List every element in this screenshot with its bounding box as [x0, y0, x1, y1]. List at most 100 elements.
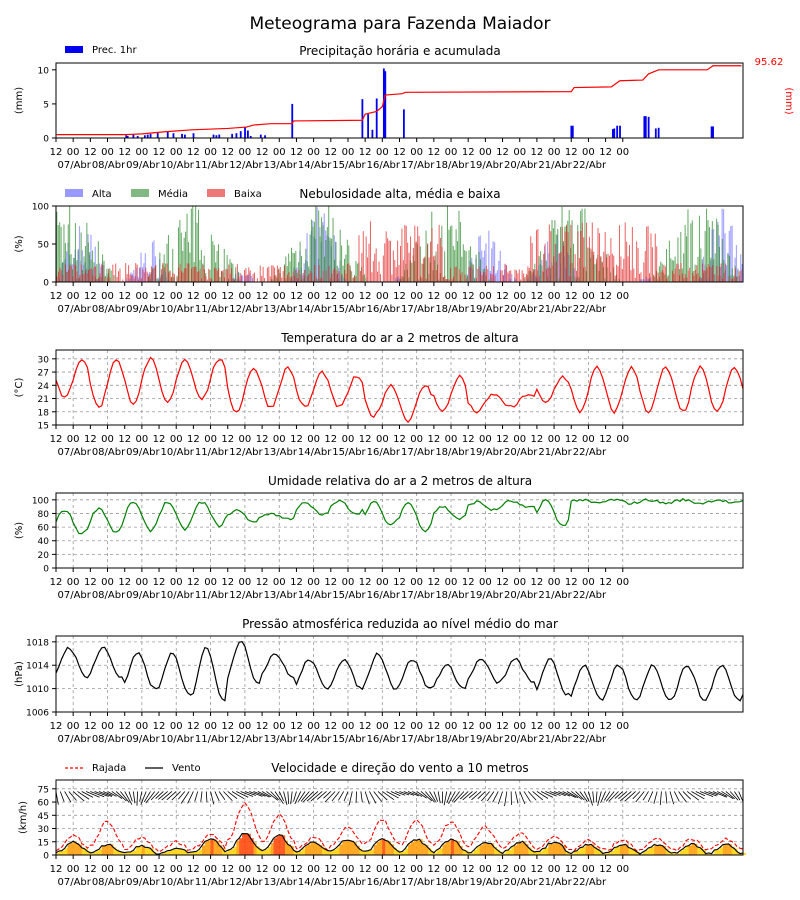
- wind-barb: [274, 791, 284, 804]
- cloud-bar-baixa: [188, 263, 190, 282]
- wind-fill: [399, 852, 403, 855]
- wind-fill: [224, 851, 228, 855]
- x-tick-label: 00: [307, 577, 320, 588]
- cloud-bar-baixa: [143, 272, 145, 282]
- wind-barb: [115, 791, 127, 802]
- cloud-bar-baixa: [304, 269, 306, 282]
- wind-fill: [270, 842, 274, 855]
- x-tick-label: 00: [445, 864, 458, 875]
- wind-fill: [385, 840, 389, 855]
- cloud-bar-baixa: [205, 276, 207, 282]
- cloud-bar-media: [166, 243, 168, 282]
- x-tick-label: 12: [496, 577, 509, 588]
- cloud-bar-baixa: [550, 231, 552, 282]
- y-axis-label: (%): [14, 235, 25, 252]
- wind-fill: [325, 849, 329, 855]
- x-tick-label: 12: [359, 147, 372, 158]
- cloud-bar-baixa: [412, 247, 414, 282]
- wind-fill: [442, 844, 446, 855]
- cloud-bar-baixa: [624, 222, 626, 282]
- y-tick-label: 15: [38, 838, 49, 848]
- x-tick-label: 12: [427, 291, 440, 302]
- x-day-label: 16/Abr: [367, 877, 401, 888]
- x-day-label: 22/Abr: [573, 590, 607, 601]
- cloud-bar-alta: [94, 246, 96, 282]
- wind-fill: [493, 847, 498, 855]
- wind-fill: [565, 850, 569, 855]
- x-tick-label: 12: [496, 147, 509, 158]
- x-day-label: 17/Abr: [401, 160, 435, 171]
- x-tick-label: 12: [359, 721, 372, 732]
- cloud-bar-baixa: [57, 271, 59, 282]
- wind-fill: [582, 847, 586, 855]
- cloud-bar-media: [84, 246, 86, 282]
- cloud-bar-alta: [725, 265, 728, 282]
- x-day-label: 20/Abr: [504, 447, 538, 458]
- cloud-bar-baixa: [391, 274, 393, 282]
- cloud-bar-media: [714, 253, 716, 282]
- x-day-label: 11/Abr: [195, 877, 229, 888]
- wind-barb: [300, 791, 310, 802]
- y-tick-label: 40: [38, 537, 50, 547]
- cloud-bar-baixa: [485, 265, 487, 282]
- x-tick-label: 12: [221, 721, 234, 732]
- cloud-bar-baixa: [538, 275, 540, 282]
- wind-barb: [72, 791, 85, 802]
- cloud-bar-baixa: [720, 263, 722, 282]
- wind-barb: [545, 791, 557, 797]
- precip-bar: [657, 127, 660, 138]
- cloud-bar-media: [435, 251, 437, 282]
- cloud-bar-baixa: [583, 237, 585, 282]
- cloud-bar-media: [301, 255, 303, 282]
- cloud-bar-baixa: [699, 276, 701, 282]
- wind-barb: [302, 791, 314, 803]
- cloud-bar-baixa: [338, 271, 340, 282]
- wind-barb: [632, 791, 641, 800]
- wind-fill: [473, 850, 477, 855]
- x-tick-label: 00: [376, 291, 389, 302]
- cloud-bar-baixa: [348, 263, 350, 282]
- legend-swatch-prec: [65, 46, 83, 53]
- x-day-label: 09/Abr: [126, 304, 160, 315]
- cloud-bar-baixa: [252, 273, 254, 282]
- x-day-label: 18/Abr: [435, 734, 469, 745]
- cloud-bar-media: [72, 269, 74, 282]
- cloud-bar-media: [80, 232, 82, 282]
- wind-fill: [382, 838, 386, 855]
- x-tick-label: 12: [290, 721, 303, 732]
- cloud-bar-alta: [702, 256, 705, 282]
- x-tick-label: 00: [513, 291, 526, 302]
- cloud-bar-baixa: [272, 265, 274, 282]
- wind-fill: [645, 850, 649, 855]
- panel-0: Precipitação horária e acumulada 0 5 10 (mm)…: [14, 44, 794, 171]
- x-tick-label: 12: [187, 721, 200, 732]
- cloud-bar-media: [60, 226, 62, 282]
- cloud-bar-media: [172, 248, 174, 282]
- x-tick-label: 12: [565, 291, 578, 302]
- cloud-bar-baixa: [591, 222, 593, 282]
- cloud-bar-baixa: [355, 276, 357, 282]
- x-day-label: 12/Abr: [229, 590, 263, 601]
- cloud-bar-baixa: [168, 272, 170, 282]
- cloud-bar-media: [76, 260, 78, 282]
- cloud-bar-baixa: [172, 272, 174, 282]
- cloud-bar-baixa: [150, 266, 152, 282]
- wind-barb: [171, 791, 181, 801]
- x-tick-label: 12: [84, 291, 97, 302]
- wind-barb: [536, 791, 549, 799]
- precip-bar: [611, 129, 614, 138]
- cloud-bar-baixa: [470, 267, 472, 282]
- x-day-label: 12/Abr: [229, 160, 263, 171]
- cloud-bar-baixa: [246, 274, 248, 282]
- cloud-bar-baixa: [130, 275, 132, 282]
- y-tick-label: 0: [43, 279, 49, 289]
- wind-fill: [96, 850, 100, 855]
- wind-barb: [504, 791, 508, 807]
- cloud-bar-baixa: [704, 270, 706, 282]
- x-day-label: 08/Abr: [92, 304, 126, 315]
- cloud-bar-baixa: [431, 228, 433, 282]
- x-tick-label: 00: [410, 864, 423, 875]
- cloud-bar-baixa: [95, 266, 97, 282]
- wind-fill: [728, 844, 732, 855]
- cloud-bar-baixa: [285, 278, 287, 282]
